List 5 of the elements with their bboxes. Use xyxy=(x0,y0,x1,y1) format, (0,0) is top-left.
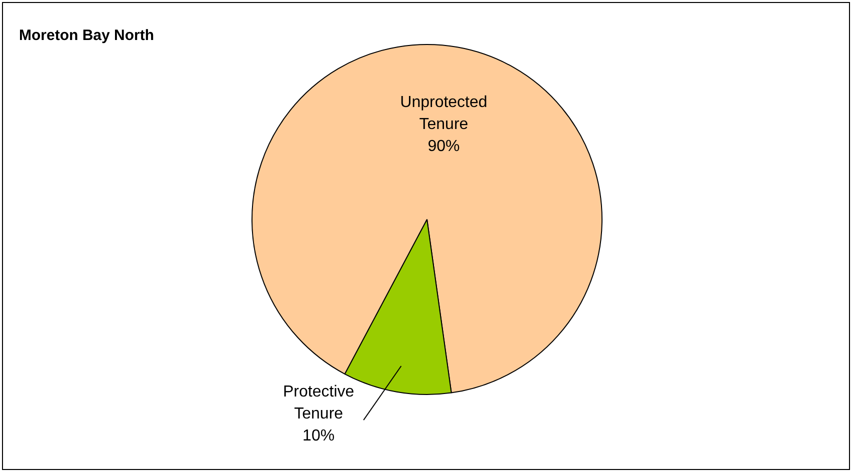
data-label: 90% xyxy=(428,138,460,156)
slice-label: Unprotected Tenure xyxy=(400,94,488,134)
slice-label: Protective Tenure xyxy=(283,383,354,422)
text: Moreton Bay North xyxy=(19,27,154,44)
data-label: 10% xyxy=(302,427,335,444)
